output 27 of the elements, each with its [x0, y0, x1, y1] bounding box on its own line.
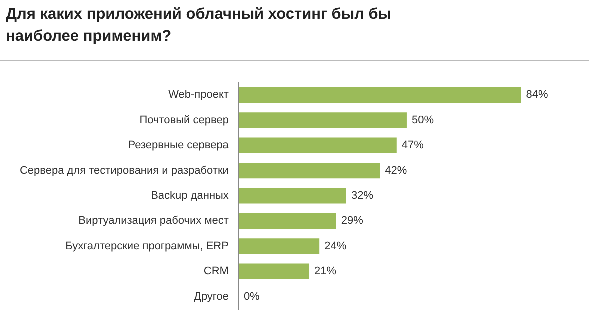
data-label: 32% [351, 190, 374, 202]
y-tick-label: Backup данных [151, 190, 230, 202]
y-tick-label: Резервные сервера [128, 140, 230, 152]
bar [238, 238, 320, 254]
data-label: 29% [341, 215, 364, 228]
y-tick-label: Сервера для тестирования и разработки [20, 164, 229, 177]
bar [238, 264, 310, 280]
y-tick-label: Web-проект [168, 89, 229, 102]
chart-title: Для каких приложений облачный хостинг был бы наиболее применим? [6, 5, 393, 47]
bar [238, 162, 380, 179]
data-label: 84% [526, 89, 548, 102]
y-tick-label: CRM [204, 266, 229, 278]
y-tick-label: Виртуализация рабочих мест [78, 215, 229, 228]
bar [238, 112, 407, 128]
y-tick-label: Бухгалтерские программы, ERP [66, 240, 229, 252]
bar [238, 87, 522, 104]
data-label: 21% [314, 266, 337, 278]
data-label: 42% [385, 164, 408, 177]
bar [238, 138, 397, 154]
data-label: 47% [402, 140, 424, 152]
y-tick-label: Другое [194, 290, 229, 303]
y-tick-label: Почтовый сервер [140, 114, 229, 126]
bar [238, 188, 346, 204]
bar [238, 213, 336, 230]
data-label: 24% [324, 240, 347, 252]
data-label: 50% [412, 114, 434, 126]
data-label: 0% [244, 290, 260, 303]
